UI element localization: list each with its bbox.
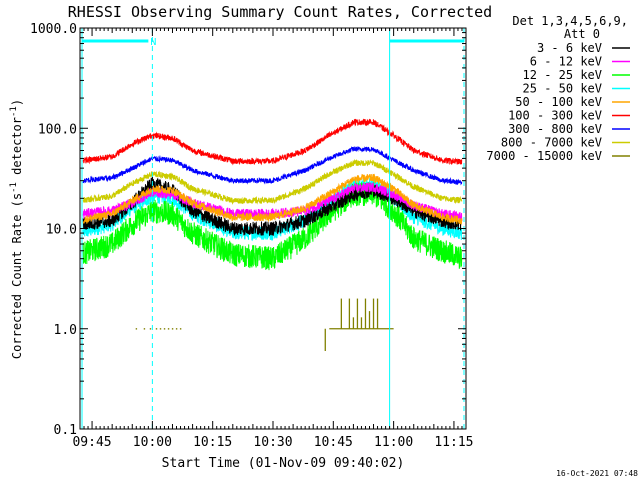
legend-label: 25 - 50 keV <box>523 82 602 96</box>
x-tick-label: 09:45 <box>72 435 111 450</box>
legend-label: 100 - 300 keV <box>508 109 602 123</box>
data-point <box>135 328 138 330</box>
legend-header-line2: Att 0 <box>564 27 600 41</box>
data-point <box>175 328 178 330</box>
y-tick-label: 100.0 <box>38 122 77 137</box>
x-tick-label: 10:00 <box>133 435 172 450</box>
x-tick-label: 11:00 <box>374 435 413 450</box>
data-point <box>167 328 170 330</box>
footer-timestamp: 16-Oct-2021 07:48 <box>556 469 638 478</box>
data-point <box>171 328 174 330</box>
data-point <box>143 328 146 330</box>
legend-label: 800 - 7000 keV <box>501 136 602 150</box>
y-axis-label-end: ) <box>10 99 24 106</box>
x-axis-ticks: 09:45 10:00 10:15 10:30 10:45 11:00 11:15 <box>72 28 474 450</box>
data-point <box>159 328 162 330</box>
series-800-7000-kev <box>82 158 463 205</box>
y-axis-label-main: Corrected Count Rate (s <box>10 193 24 359</box>
y-axis-label: Corrected Count Rate (s-1 detector-1) <box>9 99 24 359</box>
data-point <box>149 328 152 330</box>
data-point <box>155 328 158 330</box>
y-tick-label: 1000.0 <box>30 22 77 37</box>
x-axis-label: Start Time (01-Nov-09 09:40:02) <box>162 456 405 471</box>
chart-title: RHESSI Observing Summary Count Rates, Co… <box>68 3 492 21</box>
legend-label: 12 - 25 keV <box>523 68 602 82</box>
y-tick-label: 1.0 <box>54 323 77 338</box>
data-point <box>163 328 166 330</box>
series-50-100-kev <box>82 173 463 225</box>
y-tick-label: 0.1 <box>54 423 77 438</box>
y-axis-label-mid: detector <box>10 117 24 182</box>
legend-label: 6 - 12 keV <box>530 55 602 69</box>
legend-header-line1: Det 1,3,4,5,6,9, <box>512 14 628 28</box>
flag-bar-label: N <box>150 37 156 48</box>
y-tick-label: 10.0 <box>46 223 77 238</box>
y-axis-label-sup2: -1 <box>9 106 19 117</box>
series-12-25-kev <box>82 181 463 271</box>
data-point <box>179 328 182 330</box>
series-300-800-kev <box>82 145 463 186</box>
y-axis-ticks: 1000.0 100.0 10.0 1.0 0.1 <box>30 22 466 438</box>
series-layer <box>82 118 463 351</box>
legend-label: 7000 - 15000 keV <box>486 149 602 163</box>
x-tick-label: 10:45 <box>314 435 353 450</box>
y-axis-label-sup1: -1 <box>9 182 19 193</box>
legend-label: 300 - 800 keV <box>508 122 602 136</box>
series-7000-15000-kev <box>135 298 394 351</box>
x-tick-label: 11:15 <box>434 435 473 450</box>
legend-label: 50 - 100 keV <box>515 95 602 109</box>
legend-label: 3 - 6 keV <box>537 41 602 55</box>
x-tick-label: 10:15 <box>193 435 232 450</box>
series-100-300-kev <box>82 118 463 166</box>
x-tick-label: 10:30 <box>253 435 292 450</box>
